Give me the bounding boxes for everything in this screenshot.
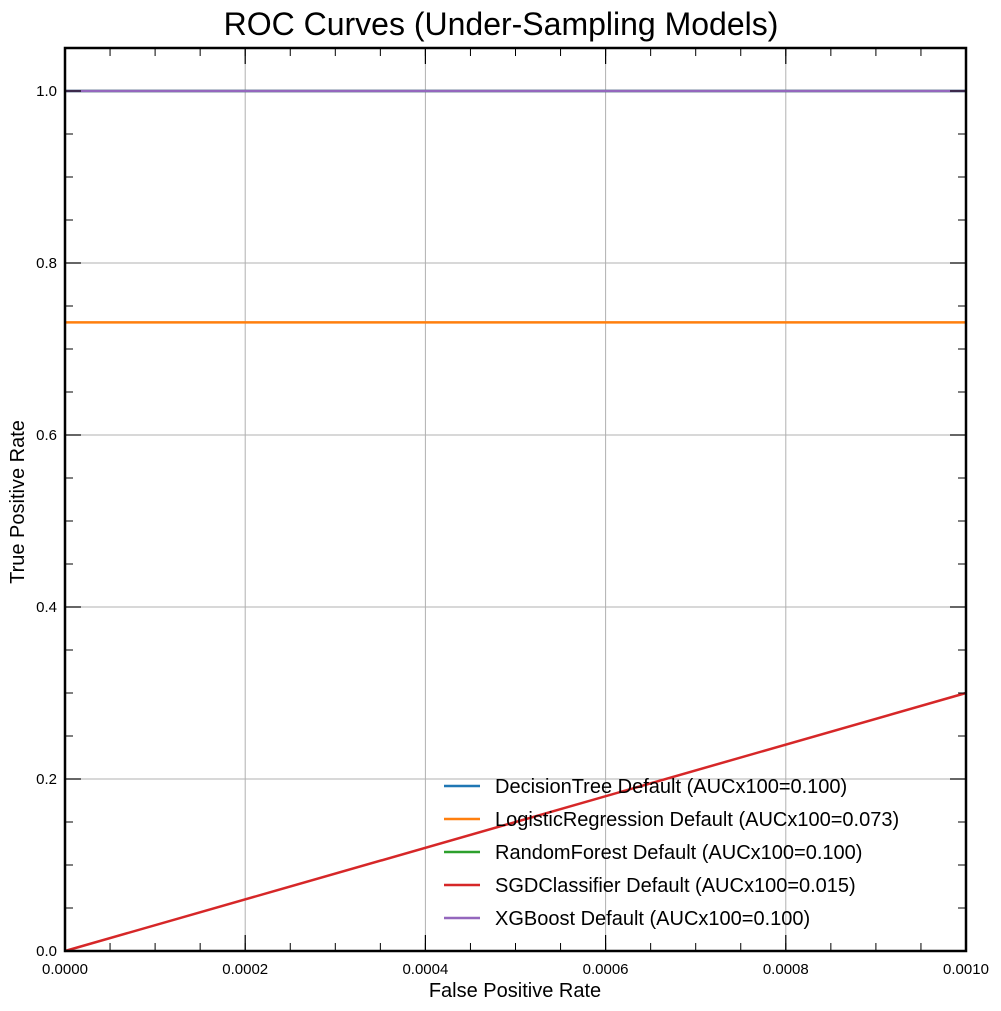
legend-label-4: XGBoost Default (AUCx100=0.100) bbox=[495, 908, 810, 930]
x-tick-label: 0.0010 bbox=[943, 961, 989, 978]
x-tick-label: 0.0000 bbox=[42, 961, 88, 978]
y-tick-label: 0.2 bbox=[36, 771, 57, 788]
y-tick-label: 0.6 bbox=[36, 427, 57, 444]
legend-label-2: RandomForest Default (AUCx100=0.100) bbox=[495, 842, 862, 864]
y-tick-label: 1.0 bbox=[36, 83, 57, 100]
chart-title: ROC Curves (Under-Sampling Models) bbox=[224, 6, 779, 42]
x-tick-label: 0.0002 bbox=[222, 961, 268, 978]
tick-label-layer: 0.0000 0.0002 0.0004 0.0006 0.0008 0.0010 0.0 0… bbox=[36, 83, 989, 978]
x-tick-label: 0.0008 bbox=[763, 961, 809, 978]
x-tick-label: 0.0006 bbox=[583, 961, 629, 978]
y-tick-label: 0.0 bbox=[36, 943, 57, 960]
legend-label-3: SGDClassifier Default (AUCx100=0.015) bbox=[495, 875, 856, 897]
legend-label-1: LogisticRegression Default (AUCx100=0.07… bbox=[495, 809, 899, 831]
y-axis-label: True Positive Rate bbox=[7, 420, 29, 584]
x-axis-label: False Positive Rate bbox=[429, 980, 601, 1002]
series-line-3 bbox=[64, 691, 967, 953]
plot-frame bbox=[63, 46, 968, 953]
y-tick-label: 0.8 bbox=[36, 255, 57, 272]
series-layer bbox=[64, 89, 967, 953]
x-tick-label: 0.0004 bbox=[402, 961, 448, 978]
y-tick-label: 0.4 bbox=[36, 599, 57, 616]
legend: DecisionTree Default (AUCx100=0.100) Logi… bbox=[444, 776, 899, 930]
legend-label-0: DecisionTree Default (AUCx100=0.100) bbox=[495, 776, 847, 798]
